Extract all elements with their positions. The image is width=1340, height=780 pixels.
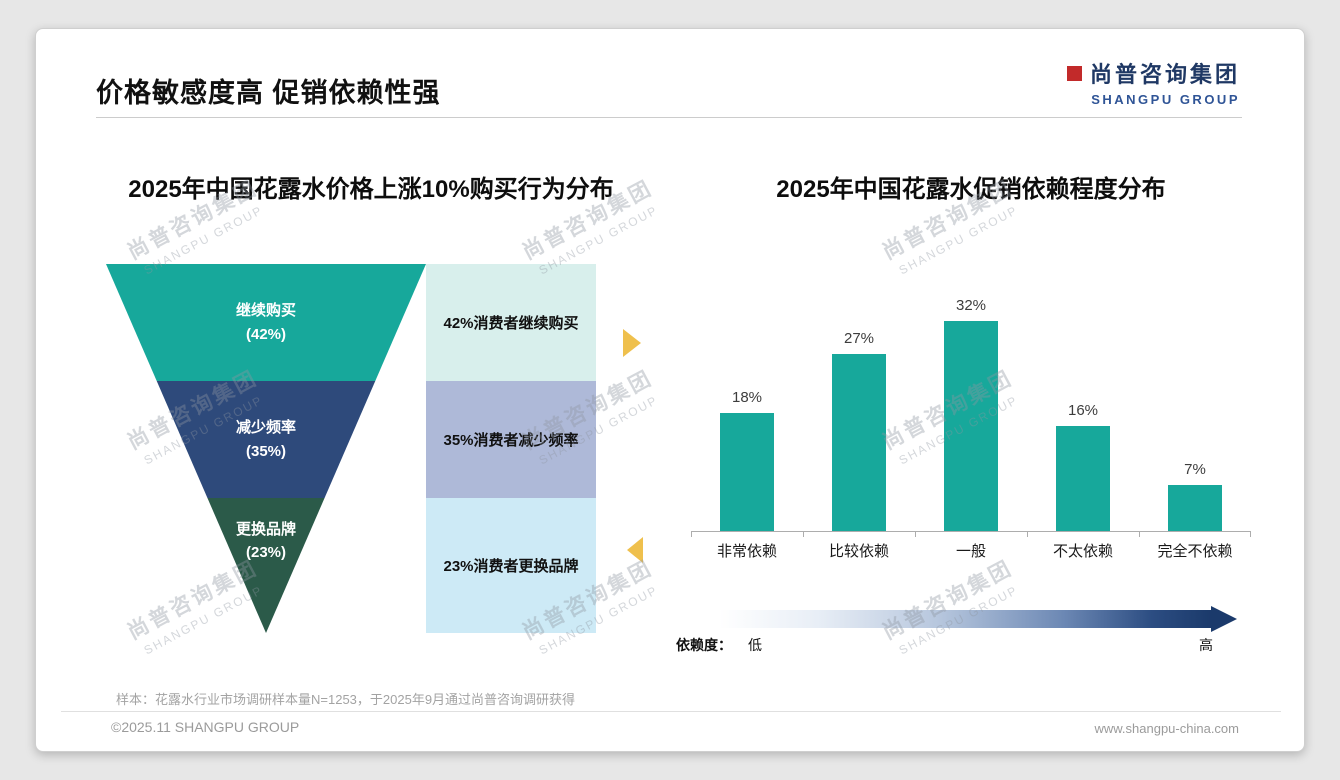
funnel-segment-value: (35%) (245, 442, 286, 460)
funnel-segment-switch: 更换品牌 (23%) (207, 498, 325, 633)
axis-tick (1027, 531, 1028, 537)
gradient-bar (719, 610, 1211, 628)
dependence-gradient-arrow (719, 606, 1239, 632)
bar (944, 320, 998, 531)
bar-value-label: 7% (1184, 461, 1206, 478)
bar-column: 18% (691, 301, 803, 531)
bar-column: 27% (803, 301, 915, 531)
bar-value-label: 32% (955, 296, 987, 314)
bar (720, 412, 774, 531)
bar-value-label: 16% (1067, 401, 1099, 419)
funnel-row: 减少频率 (35%) 35%消费者减少频率 (106, 381, 596, 498)
category-label: 不太依赖 (1052, 543, 1113, 560)
axis-tick (1139, 531, 1140, 537)
bar-value-label: 27% (843, 329, 875, 347)
bar-column: 32% (915, 297, 1027, 531)
footer-copyright: ©2025.11 SHANGPU GROUP (111, 719, 300, 735)
footer-website: www.shangpu-china.com (1094, 721, 1239, 736)
funnel-segment-value: (23%) (245, 544, 286, 562)
dependence-axis-label: 依赖度： (676, 637, 732, 653)
bar-column: 16% (1027, 301, 1139, 531)
page-title: 价格敏感度高 促销依赖性强 (96, 78, 441, 108)
funnel-annotation-box: 42%消费者继续购买 (426, 264, 596, 381)
funnel-row: 继续购买 (42%) 42%消费者继续购买 (106, 264, 596, 381)
funnel-segment-reduce: 减少频率 (35%) (156, 381, 376, 498)
sample-footnote: 样本：花露水行业市场调研样本量N=1253，于2025年9月通过尚普咨询调研获得 (116, 692, 576, 707)
category-label: 一般 (955, 543, 986, 560)
axis-tick (1250, 531, 1251, 537)
logo-text-cn: 尚普咨询集团 (1089, 62, 1240, 87)
company-logo: 尚普咨询集团 SHANGPU GROUP (1066, 57, 1240, 107)
logo-text-en: SHANGPU GROUP (1091, 92, 1240, 107)
funnel-segment-label: 减少频率 (235, 419, 296, 437)
category-labels: 非常依赖 比较依赖 一般 不太依赖 完全不依赖 (691, 540, 1251, 561)
funnel-annotation-text: 23%消费者更换品牌 (443, 558, 579, 575)
category-label: 完全不依赖 (1157, 543, 1233, 560)
category-label: 非常依赖 (716, 543, 777, 560)
bar-chart: 18% 27% 32% 16% (691, 297, 1251, 561)
arrow-left-icon (627, 537, 643, 563)
logo-mark-icon (1066, 65, 1082, 81)
right-chart-title: 2025年中国花露水促销依赖程度分布 (776, 176, 1166, 203)
funnel-annotation-box: 23%消费者更换品牌 (426, 498, 596, 633)
title-divider (96, 117, 1242, 118)
category-label: 比较依赖 (828, 543, 889, 560)
x-axis (691, 531, 1251, 537)
bar-chart-plot: 18% 27% 32% 16% (691, 297, 1251, 531)
axis-tick (691, 531, 692, 537)
funnel-annotation-text: 42%消费者继续购买 (443, 315, 579, 332)
bar (1168, 485, 1222, 531)
funnel-segment-continue: 继续购买 (42%) (106, 264, 426, 381)
funnel-segment-label: 更换品牌 (235, 521, 296, 538)
left-chart-title: 2025年中国花露水价格上涨10%购买行为分布 (128, 176, 614, 203)
slide-card: 价格敏感度高 促销依赖性强 尚普咨询集团 SHANGPU GROUP 2025年… (35, 28, 1305, 752)
dependence-low-label: 低 (748, 637, 762, 653)
arrow-right-icon (623, 329, 641, 357)
bar-column: 7% (1139, 301, 1251, 531)
arrowhead-icon (1211, 606, 1237, 632)
funnel-segment-value: (42%) (245, 325, 286, 343)
bar (832, 353, 886, 531)
axis-tick (803, 531, 804, 537)
dependence-high-label: 高 (1199, 637, 1213, 653)
funnel-segment-label: 继续购买 (235, 302, 296, 320)
footer-divider (61, 711, 1281, 712)
bar (1056, 425, 1110, 531)
axis-tick (915, 531, 916, 537)
funnel-annotation-box: 35%消费者减少频率 (426, 381, 596, 498)
funnel-chart: 继续购买 (42%) 42%消费者继续购买 减少频率 (35%) 35%消费者减… (106, 264, 596, 633)
logo-row: 尚普咨询集团 (1066, 57, 1240, 89)
bar-value-label: 18% (731, 388, 763, 406)
funnel-annotation-text: 35%消费者减少频率 (443, 432, 579, 449)
slide-content: 价格敏感度高 促销依赖性强 尚普咨询集团 SHANGPU GROUP 2025年… (36, 29, 1304, 751)
funnel-row: 更换品牌 (23%) 23%消费者更换品牌 (106, 498, 596, 633)
